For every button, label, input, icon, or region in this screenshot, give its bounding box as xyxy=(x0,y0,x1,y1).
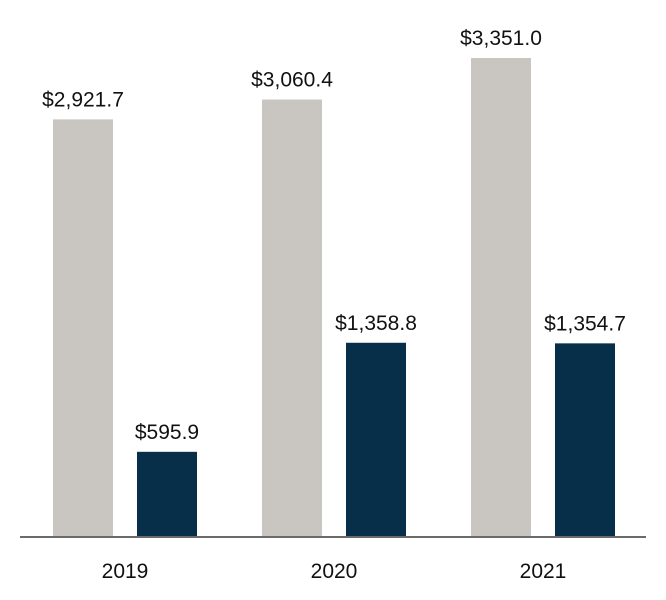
bar-2020-series-2 xyxy=(346,342,406,537)
bars-group xyxy=(53,58,615,537)
x-tick-labels-group: 2019 2020 2021 xyxy=(102,560,567,583)
bar-2019-series-2 xyxy=(137,451,197,537)
x-tick-label-2019: 2019 xyxy=(102,560,149,583)
value-labels-group: $2,921.7 $3,060.4 $3,351.0 $595.9 $1,358.8 $1… xyxy=(42,27,626,444)
value-label-2020-series-2: $1,358.8 xyxy=(335,312,417,335)
value-label-2021-series-1: $3,351.0 xyxy=(460,27,542,50)
x-tick-label-2020: 2020 xyxy=(311,560,358,583)
bar-2019-series-1 xyxy=(53,119,113,537)
value-label-2020-series-1: $3,060.4 xyxy=(251,69,333,92)
value-label-2019-series-1: $2,921.7 xyxy=(42,88,124,111)
bar-2020-series-1 xyxy=(262,99,322,537)
value-label-2019-series-2: $595.9 xyxy=(135,421,199,444)
bar-2021-series-2 xyxy=(555,343,615,537)
bar-2021-series-1 xyxy=(471,58,531,537)
x-tick-label-2021: 2021 xyxy=(520,560,567,583)
value-label-2021-series-2: $1,354.7 xyxy=(544,312,626,335)
